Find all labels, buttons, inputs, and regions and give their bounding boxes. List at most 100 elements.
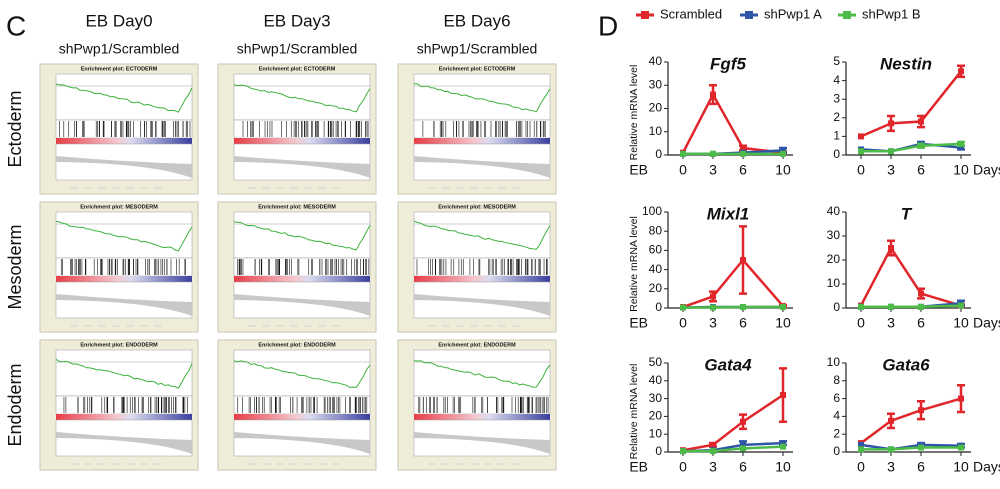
data-point: [888, 417, 894, 424]
es-panel: [413, 211, 551, 259]
x-tick-label: 3: [709, 459, 717, 475]
x-axis-label: Days: [973, 459, 1000, 475]
series-line: [681, 91, 784, 154]
legend-marker: [745, 11, 753, 19]
plot-title: Enrichment plot: ENDODERM: [80, 342, 158, 348]
column-subheader: shPwp1/Scrambled: [417, 41, 538, 57]
x-tick-label: 6: [917, 162, 925, 178]
metric-area: [414, 294, 550, 316]
hit-panel: [233, 257, 371, 277]
x-tick-label: 10: [775, 459, 791, 475]
data-point: [740, 150, 746, 157]
data-point: [958, 395, 964, 402]
x-tick-label: 3: [709, 315, 717, 331]
data-point: [710, 441, 716, 448]
series-line: [861, 446, 961, 451]
panel-label: C: [6, 10, 26, 41]
chart-title: Mixl1: [707, 204, 750, 223]
hit-panel: [413, 257, 551, 277]
rank-bar: [234, 138, 370, 144]
column-header: EB Day0: [85, 11, 152, 30]
chart-title: Gata4: [704, 355, 752, 374]
data-point: [710, 91, 716, 98]
y-tick-label: 40: [827, 204, 841, 218]
series-line: [859, 245, 962, 307]
metric-area: [234, 294, 370, 316]
x-axis-label: Days: [973, 162, 1000, 178]
data-point: [710, 150, 716, 157]
data-point: [888, 120, 894, 127]
y-tick-label: 8: [833, 373, 840, 387]
data-point: [780, 150, 786, 157]
y-tick-label: 40: [649, 373, 663, 387]
data-point: [858, 446, 864, 453]
x-tick-label: 6: [739, 459, 747, 475]
data-point: [680, 150, 686, 157]
row-label: Endoderm: [5, 363, 25, 446]
data-point: [740, 418, 746, 425]
column-header: EB Day3: [263, 11, 330, 30]
chart-title: T: [901, 204, 913, 223]
es-curve: [233, 84, 371, 113]
x-axis-label: EB: [629, 459, 648, 475]
es-curve: [413, 83, 551, 113]
data-point: [918, 290, 924, 297]
legend-label: shPwp1 A: [764, 6, 822, 21]
data-point: [918, 444, 924, 451]
x-tick-label: 0: [679, 162, 687, 178]
rank-bar: [56, 414, 192, 420]
x-tick-label: 6: [739, 315, 747, 331]
x-tick-label: 3: [709, 162, 717, 178]
y-axis-label: Relative mRNA level: [628, 216, 640, 312]
data-point: [680, 448, 686, 455]
plot-title: Enrichment plot: MESODERM: [438, 204, 516, 210]
data-point: [780, 443, 786, 450]
es-panel: [413, 73, 551, 121]
x-tick-label: 6: [739, 162, 747, 178]
plot-title: Enrichment plot: MESODERM: [258, 204, 336, 210]
metric-area: [414, 156, 550, 178]
y-tick-label: 0: [655, 147, 662, 161]
data-point: [780, 440, 786, 447]
y-tick-label: 30: [827, 228, 841, 242]
data-point: [958, 302, 964, 309]
rank-bar: [234, 414, 370, 420]
x-tick-label: 0: [857, 315, 865, 331]
y-tick-label: 0: [833, 444, 840, 458]
x-axis-label: EB: [629, 315, 648, 331]
data-point: [918, 142, 924, 149]
data-point: [710, 448, 716, 455]
y-tick-label: 5: [833, 54, 840, 68]
y-tick-label: 0: [833, 300, 840, 314]
data-point: [780, 304, 786, 311]
y-tick-label: 80: [649, 223, 663, 237]
es-panel: [233, 73, 371, 121]
es-panel: [55, 349, 193, 397]
y-axis-label: Relative mRNA level: [628, 65, 640, 161]
data-point: [958, 68, 964, 75]
data-point: [888, 303, 894, 310]
y-tick-label: 10: [649, 426, 663, 440]
x-tick-label: 0: [857, 162, 865, 178]
y-tick-label: 3: [833, 91, 840, 105]
y-tick-label: 20: [649, 281, 663, 295]
series-line: [861, 304, 962, 309]
rank-bar: [414, 138, 550, 144]
legend-marker: [641, 11, 649, 19]
series-line: [682, 394, 784, 452]
data-point: [740, 445, 746, 452]
es-panel: [55, 73, 193, 121]
y-tick-label: 30: [649, 77, 663, 91]
data-point: [740, 257, 746, 263]
data-point: [958, 444, 964, 451]
x-tick-label: 10: [775, 162, 791, 178]
data-point: [888, 148, 894, 155]
data-point: [958, 144, 964, 151]
rank-bar: [56, 138, 192, 144]
data-point: [918, 407, 924, 414]
data-point: [740, 441, 746, 448]
data-point: [740, 145, 746, 152]
y-tick-label: 4: [833, 409, 840, 423]
rank-bar: [414, 276, 550, 282]
metric-area: [56, 432, 192, 454]
